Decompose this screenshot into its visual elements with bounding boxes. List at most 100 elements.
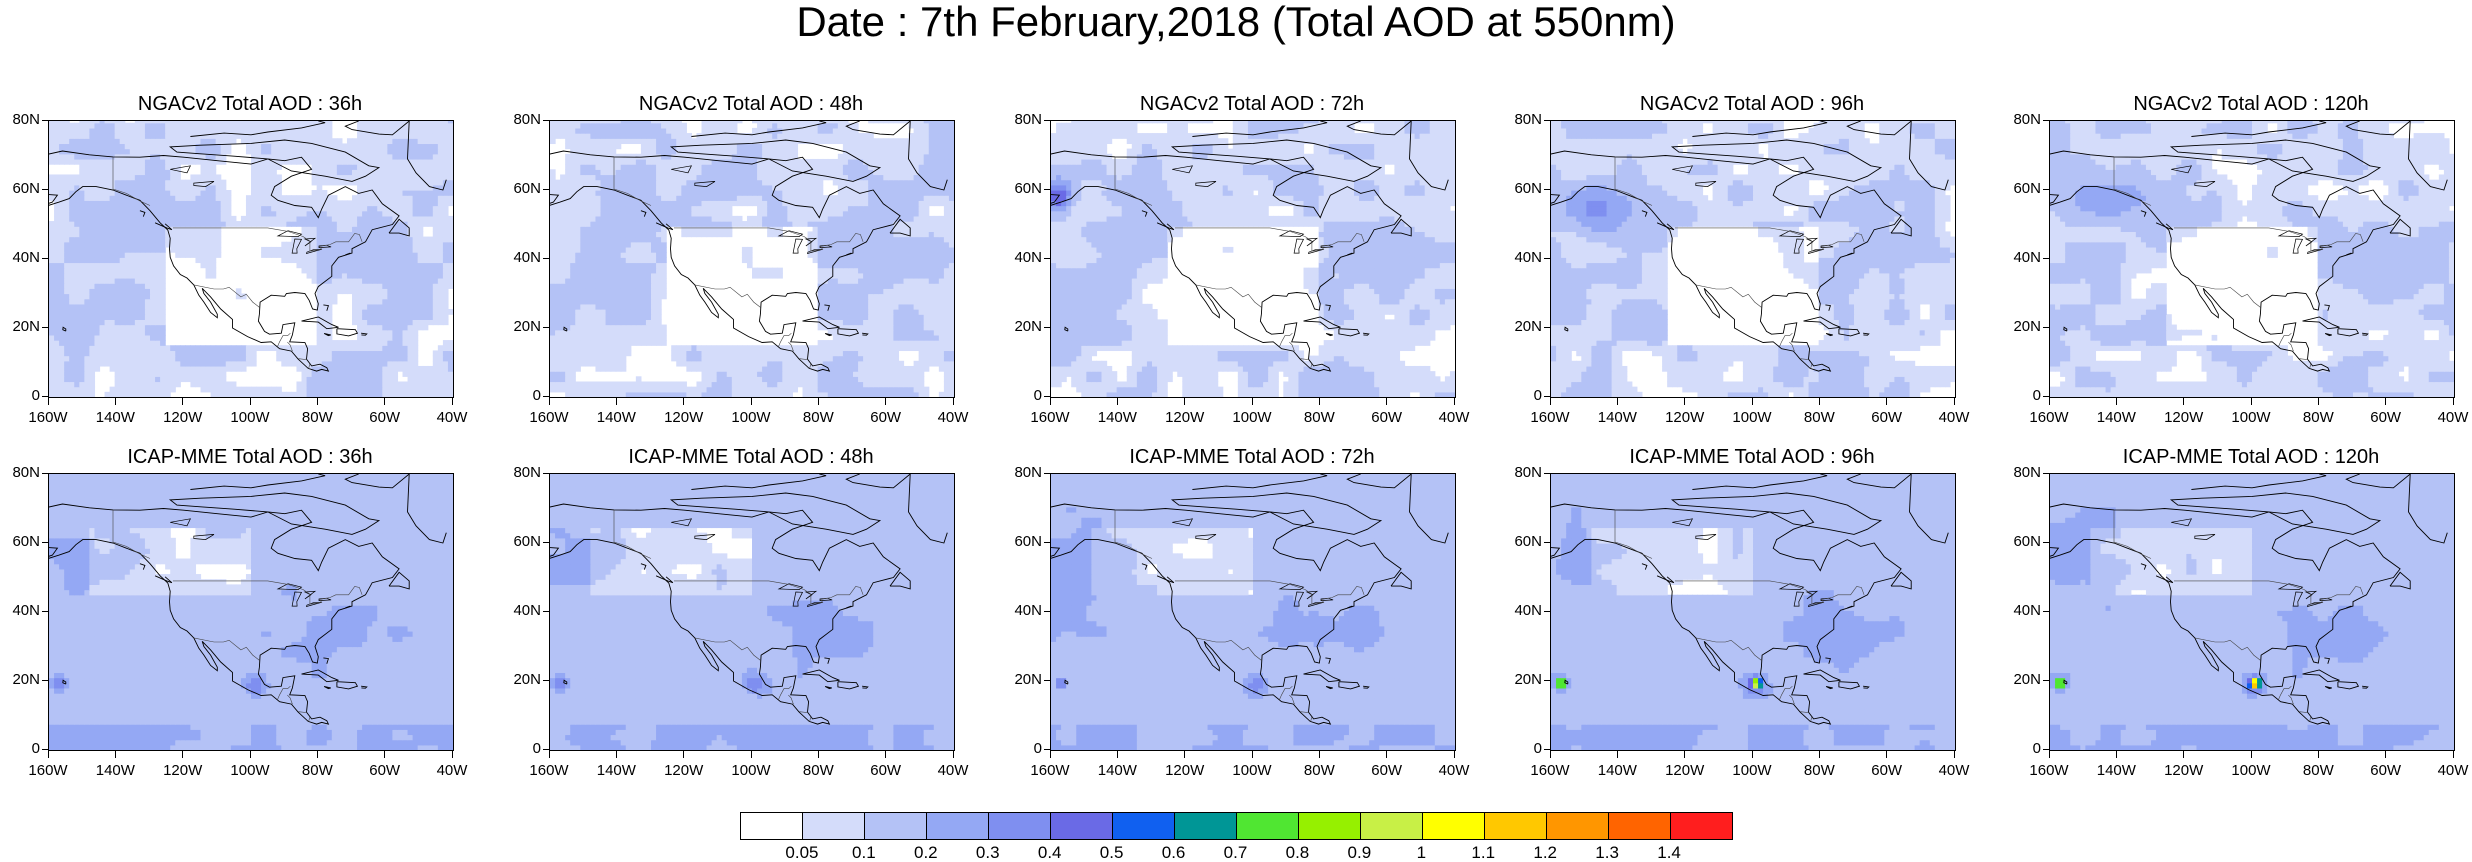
lat-tick-label: 60N <box>497 534 541 550</box>
aod-map-panel <box>2049 120 2455 398</box>
lon-tick-label: 80W <box>292 410 342 426</box>
lat-tick-mark <box>543 326 549 328</box>
aod-map-panel <box>549 120 955 398</box>
lon-tick-mark <box>1386 751 1388 758</box>
lat-tick-mark <box>1044 119 1050 121</box>
lat-tick-mark <box>1544 610 1550 612</box>
lat-tick-mark <box>42 326 48 328</box>
lon-tick-mark <box>451 398 453 405</box>
lon-tick-mark <box>1549 751 1551 758</box>
aod-field-map <box>1551 474 1955 750</box>
lon-tick-label: 40W <box>427 763 477 779</box>
lon-tick-label: 40W <box>1429 410 1479 426</box>
lon-tick-mark <box>750 398 752 405</box>
lat-tick-label: 80N <box>1997 465 2041 481</box>
panel-title: NGACv2 Total AOD : 72h <box>1000 92 1504 116</box>
lon-tick-mark <box>2183 398 2185 405</box>
lon-tick-mark <box>548 398 550 405</box>
lat-tick-mark <box>1544 472 1550 474</box>
aod-colorbar <box>740 812 1733 840</box>
lon-tick-mark <box>384 751 386 758</box>
lat-tick-label: 40N <box>1997 250 2041 266</box>
lon-tick-mark <box>249 398 251 405</box>
lat-tick-label: 60N <box>1997 181 2041 197</box>
lat-tick-label: 20N <box>497 319 541 335</box>
lat-tick-label: 0 <box>1498 388 1542 404</box>
lon-tick-label: 80W <box>1294 763 1344 779</box>
lat-tick-label: 40N <box>1997 603 2041 619</box>
aod-shading <box>1551 474 1955 750</box>
aod-map-panel <box>48 473 454 751</box>
lon-tick-label: 80W <box>1794 763 1844 779</box>
lat-tick-mark <box>1044 188 1050 190</box>
lon-tick-label: 100W <box>2226 763 2276 779</box>
lat-tick-mark <box>42 257 48 259</box>
colorbar-swatch <box>1113 813 1175 839</box>
lat-tick-mark <box>543 748 549 750</box>
lon-tick-label: 160W <box>1025 763 1075 779</box>
lat-tick-mark <box>2043 119 2049 121</box>
lon-tick-mark <box>548 751 550 758</box>
lon-tick-mark <box>2452 751 2454 758</box>
aod-field-map <box>1051 121 1455 397</box>
lon-tick-label: 160W <box>1525 763 1575 779</box>
lon-tick-mark <box>1116 751 1118 758</box>
lon-tick-label: 160W <box>2024 763 2074 779</box>
colorbar-label: 0.05 <box>777 844 827 862</box>
lon-tick-mark <box>1953 751 1955 758</box>
aod-shading <box>1051 474 1455 750</box>
lat-tick-label: 80N <box>0 112 40 128</box>
lat-tick-label: 0 <box>1997 741 2041 757</box>
colorbar-label: 0.1 <box>839 844 889 862</box>
lon-tick-mark <box>2048 751 2050 758</box>
lon-tick-mark <box>817 751 819 758</box>
lon-tick-label: 120W <box>2159 763 2209 779</box>
lat-tick-label: 60N <box>0 534 40 550</box>
lon-tick-label: 40W <box>928 763 978 779</box>
lat-tick-label: 80N <box>998 465 1042 481</box>
lon-tick-label: 160W <box>524 410 574 426</box>
lon-tick-mark <box>182 751 184 758</box>
colorbar-swatch <box>1175 813 1237 839</box>
lon-tick-label: 80W <box>2293 763 2343 779</box>
lon-tick-label: 100W <box>1227 763 1277 779</box>
lon-tick-mark <box>2385 398 2387 405</box>
lon-tick-mark <box>1049 751 1051 758</box>
panel-title: NGACv2 Total AOD : 36h <box>0 92 502 116</box>
lat-tick-label: 0 <box>497 741 541 757</box>
lon-tick-mark <box>2115 751 2117 758</box>
lon-tick-label: 60W <box>861 410 911 426</box>
lon-tick-mark <box>1184 751 1186 758</box>
lon-tick-label: 140W <box>1092 763 1142 779</box>
colorbar-swatch <box>1671 813 1732 839</box>
lon-tick-mark <box>1818 751 1820 758</box>
lon-tick-mark <box>885 751 887 758</box>
lat-tick-label: 20N <box>0 672 40 688</box>
aod-map-panel <box>549 473 955 751</box>
lon-tick-label: 40W <box>2428 410 2472 426</box>
lat-tick-mark <box>543 610 549 612</box>
lat-tick-mark <box>1044 326 1050 328</box>
lon-tick-label: 120W <box>659 763 709 779</box>
lat-tick-mark <box>42 541 48 543</box>
lon-tick-label: 140W <box>591 410 641 426</box>
lon-tick-mark <box>2385 751 2387 758</box>
coastline <box>2050 121 2448 372</box>
lat-tick-mark <box>2043 748 2049 750</box>
lon-tick-label: 60W <box>1362 763 1412 779</box>
lon-tick-label: 80W <box>1794 410 1844 426</box>
lat-tick-label: 40N <box>1498 603 1542 619</box>
panel-title: ICAP-MME Total AOD : 120h <box>1999 445 2472 469</box>
lat-tick-mark <box>42 395 48 397</box>
colorbar-swatch <box>1485 813 1547 839</box>
lat-tick-label: 60N <box>998 534 1042 550</box>
panel-title: ICAP-MME Total AOD : 72h <box>1000 445 1504 469</box>
panel-title: NGACv2 Total AOD : 120h <box>1999 92 2472 116</box>
coastline <box>49 121 447 372</box>
lat-tick-mark <box>543 188 549 190</box>
lat-tick-label: 80N <box>0 465 40 481</box>
lon-tick-label: 60W <box>2361 763 2411 779</box>
lon-tick-mark <box>2250 751 2252 758</box>
lat-tick-mark <box>1544 395 1550 397</box>
lon-tick-mark <box>1818 398 1820 405</box>
